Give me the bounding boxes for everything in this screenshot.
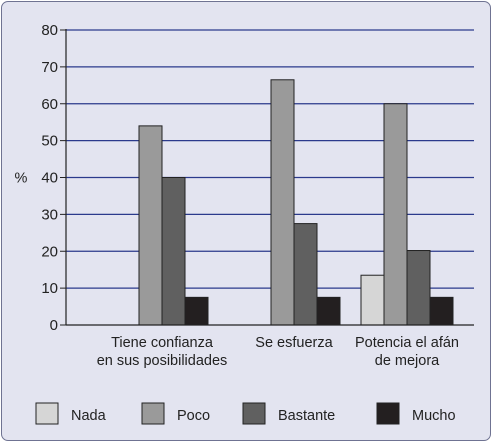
y-tick-label: 70 xyxy=(41,59,58,76)
category-label: Tiene confianza xyxy=(111,335,214,351)
bar-bastante-3 xyxy=(406,250,431,326)
bar-mucho-2 xyxy=(316,296,341,326)
bar-poco-3 xyxy=(383,103,408,326)
category-label: Se esfuerza xyxy=(255,335,333,351)
bar-mucho-1 xyxy=(184,296,209,326)
y-tick-label: 60 xyxy=(41,96,58,113)
category-label: de mejora xyxy=(375,353,440,369)
bar-poco-2 xyxy=(270,79,295,326)
legend-swatch-poco xyxy=(141,402,165,425)
legend-label-nada: Nada xyxy=(71,408,107,424)
y-tick-label: 50 xyxy=(41,133,58,150)
bar-poco-1 xyxy=(138,125,163,326)
bars xyxy=(138,79,454,326)
legend-label-mucho: Mucho xyxy=(412,408,456,424)
labels: 0 10 20 30 40 50 60 70 80% Tiene confianza en sus … xyxy=(15,22,459,369)
bar-bastante-1 xyxy=(161,177,186,326)
legend-label-bastante: Bastante xyxy=(278,408,335,424)
category-label: Potencia el afán xyxy=(355,335,459,351)
axes xyxy=(60,29,474,326)
y-tick-label: 80 xyxy=(41,22,58,39)
legend-swatch-mucho xyxy=(376,402,400,425)
legend-label-poco: Poco xyxy=(177,408,210,424)
y-tick-label: 30 xyxy=(41,206,58,223)
legend-swatch-nada xyxy=(35,402,59,425)
bar-mucho-3 xyxy=(429,296,454,326)
y-tick-label: 40 xyxy=(41,170,58,187)
y-axis-label: % xyxy=(15,171,28,187)
category-label: en sus posibilidades xyxy=(97,353,228,369)
y-tick-label: 0 xyxy=(50,317,58,334)
y-tick-label: 10 xyxy=(41,280,58,297)
gridlines xyxy=(66,29,474,289)
legend-swatch-bastante xyxy=(242,402,266,425)
bar-nada-3 xyxy=(360,274,385,326)
legend: Nada Poco Bastante Mucho xyxy=(35,402,456,425)
y-tick-label: 20 xyxy=(41,243,58,260)
bar-bastante-2 xyxy=(293,223,318,326)
